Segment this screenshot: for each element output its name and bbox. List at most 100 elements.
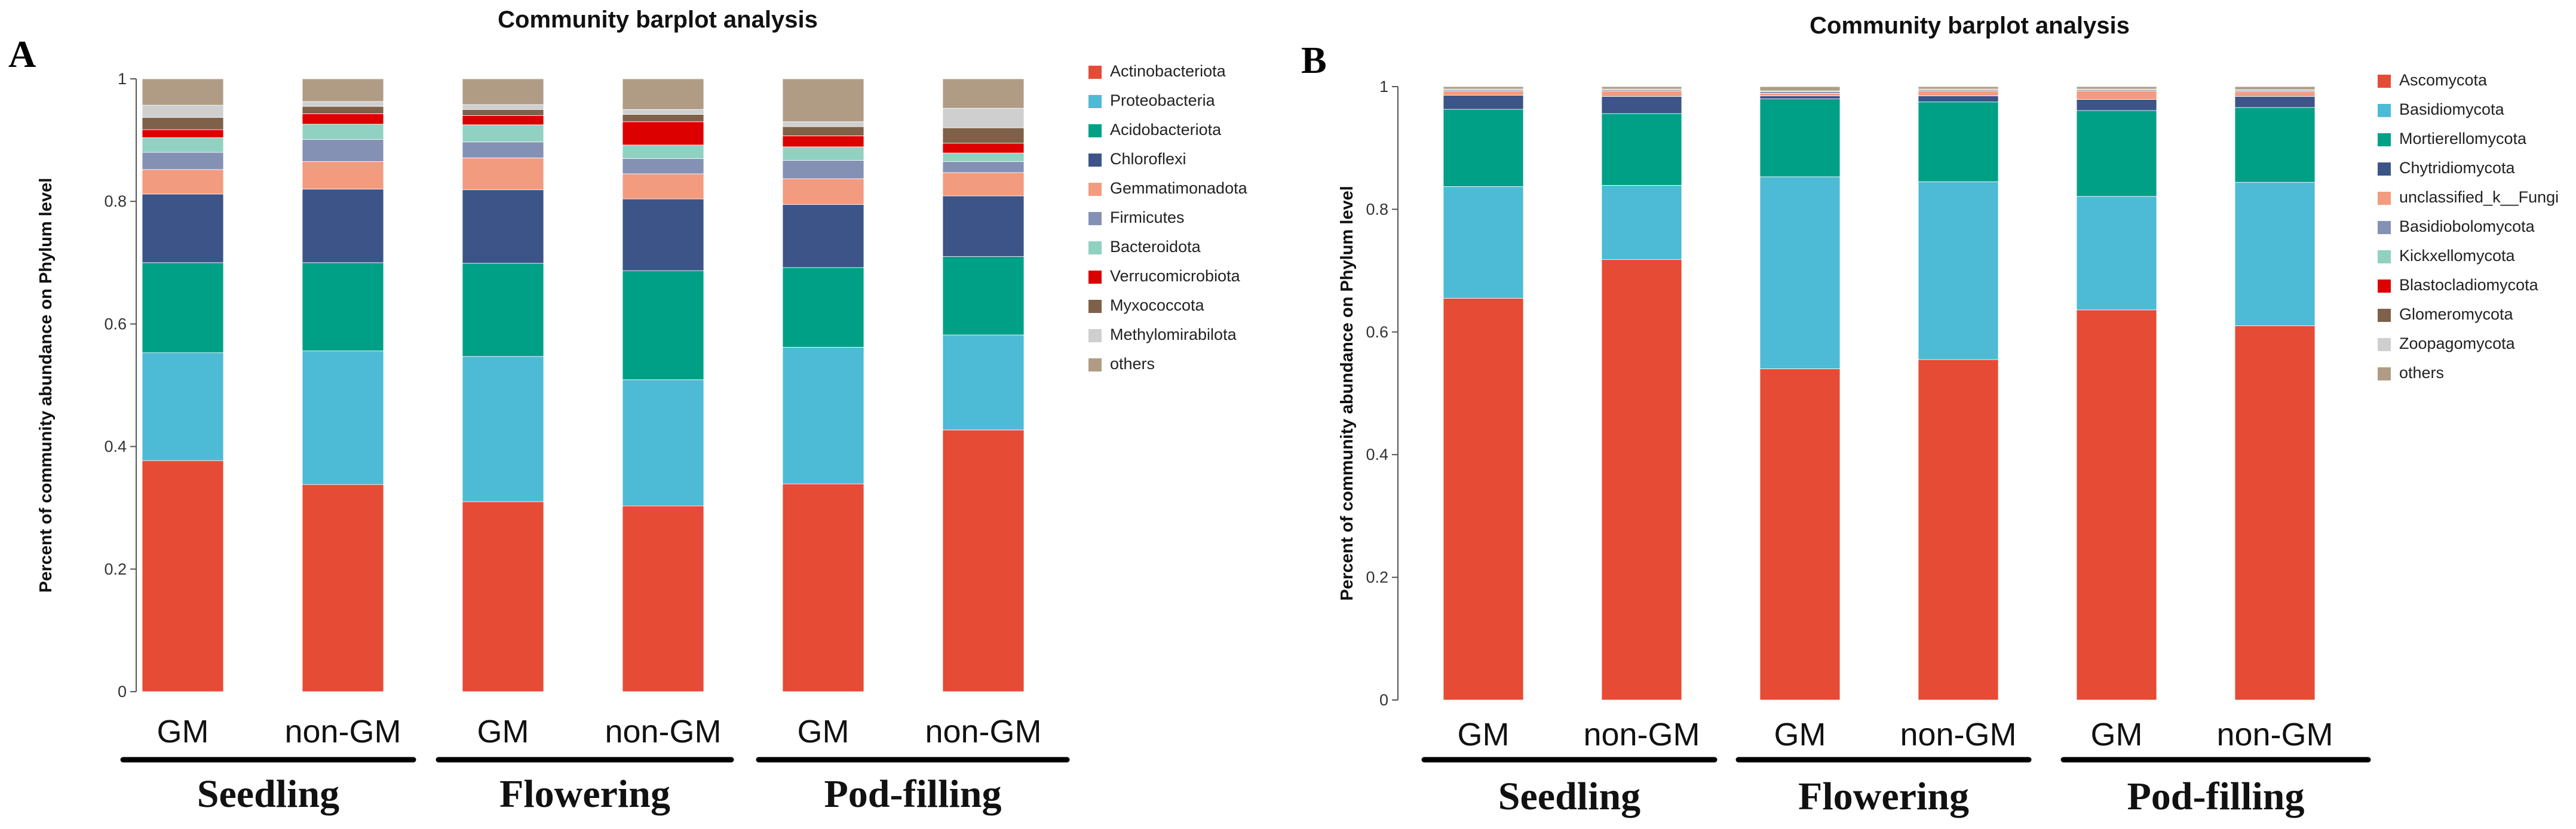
bar-segment-chloroflexi <box>942 195 1025 257</box>
legend-label: Kickxellomycota <box>2399 247 2516 265</box>
bar-segment-mortierellomycota <box>1601 113 1682 186</box>
bar-segment-acidobacteriota <box>462 263 544 357</box>
stage-label: Flowering <box>499 772 670 816</box>
bar-segment-others <box>2234 86 2316 90</box>
bar-segment-actinobacteriota <box>942 429 1025 692</box>
bar-segment-verrucomicrobiota <box>782 136 864 148</box>
bar-segment-firmicutes <box>622 158 704 174</box>
bar-segment-basidiomycota <box>2234 182 2316 326</box>
chart-title: Community barplot analysis <box>1810 13 2130 39</box>
bar-segment-verrucomicrobiota <box>462 115 544 125</box>
stage-label: Pod-filling <box>2127 775 2304 818</box>
bar-segment-myxococcota <box>462 109 544 116</box>
y-tick-label: 0.8 <box>1366 200 1388 218</box>
y-tick-label: 0 <box>118 683 127 701</box>
bar-segment-ascomycota <box>1918 359 1999 701</box>
bar-segment-chytridiomycota <box>1601 96 1682 114</box>
bar-segment-methylomirabilota <box>142 105 224 118</box>
legend-swatch <box>1088 153 1102 167</box>
legend-swatch <box>1088 124 1102 137</box>
legend-label: unclassified_k__Fungi <box>2399 188 2559 206</box>
bar-segment-actinobacteriota <box>782 483 864 692</box>
legend-label: Chytridiomycota <box>2399 159 2516 177</box>
x-category-label: GM <box>2091 717 2143 753</box>
bar-segment-firmicutes <box>142 152 224 170</box>
legend-swatch <box>2378 221 2391 234</box>
bar-segment-acidobacteriota <box>302 262 384 351</box>
legend-label: Myxococcota <box>1110 296 1205 314</box>
bar-segment-basidiomycota <box>1759 176 1841 369</box>
bar-segment-unclassified-k-fungi <box>1918 90 1999 96</box>
bar-segment-chloroflexi <box>622 198 704 271</box>
y-tick-label: 0.6 <box>104 315 127 333</box>
bar-segment-proteobacteria <box>462 356 544 502</box>
bar-segment-verrucomicrobiota <box>942 143 1025 153</box>
bar-segment-ascomycota <box>2076 309 2157 701</box>
bar-segment-bacteroidota <box>142 137 224 153</box>
legend-label: Ascomycota <box>2399 71 2488 89</box>
bar-segment-unclassified-k-fungi <box>1601 90 1682 97</box>
bar-segment-firmicutes <box>302 139 384 162</box>
y-tick-label: 0.6 <box>1366 323 1388 341</box>
bar-segment-methylomirabilota <box>302 101 384 107</box>
bar-segment-acidobacteriota <box>942 256 1025 336</box>
stage-label: Flowering <box>1798 775 1969 818</box>
stage-label: Seedling <box>1498 775 1640 818</box>
bar-segment-chloroflexi <box>302 189 384 263</box>
panel-letter: A <box>8 33 36 75</box>
bar-segment-actinobacteriota <box>462 501 544 692</box>
bar-segment-bacteroidota <box>462 124 544 143</box>
legend-swatch <box>2378 250 2391 263</box>
bar-segment-mortierellomycota <box>1918 102 1999 182</box>
legend-swatch <box>2378 192 2391 205</box>
bar-segment-ascomycota <box>1601 259 1682 701</box>
bar-segment-methylomirabilota <box>622 109 704 115</box>
bar-segment-chytridiomycota <box>1918 96 1999 103</box>
legend-label: Firmicutes <box>1110 208 1185 226</box>
bar-segment-actinobacteriota <box>142 460 224 692</box>
bar-segment-others <box>302 78 384 102</box>
bar-segment-basidiobolomycota <box>1759 91 1841 94</box>
y-tick-label: 1 <box>118 70 127 88</box>
bar-segment-chytridiomycota <box>2076 99 2157 111</box>
bar-segment-gemmatimonadota <box>942 172 1025 196</box>
bar-segment-proteobacteria <box>622 379 704 506</box>
bar-segment-proteobacteria <box>142 352 224 461</box>
bar-segment-basidiomycota <box>1443 186 1524 299</box>
bar-segment-acidobacteriota <box>142 262 224 354</box>
legend-label: Mortierellomycota <box>2399 130 2527 148</box>
x-category-label: GM <box>157 714 209 750</box>
legend-swatch <box>1088 212 1102 225</box>
bar-segment-others <box>622 78 704 110</box>
y-tick-label: 0.4 <box>1366 446 1388 463</box>
x-category-label: GM <box>798 714 850 750</box>
bar-segment-gemmatimonadota <box>142 169 224 195</box>
panel-letter: B <box>1301 39 1327 81</box>
bar-segment-basidiomycota <box>1601 185 1682 260</box>
bar-segment-others <box>782 78 864 122</box>
legend-swatch <box>1088 95 1102 108</box>
x-category-label: non-GM <box>1583 717 1700 753</box>
bar-segment-acidobacteriota <box>622 270 704 380</box>
x-category-label: non-GM <box>605 714 721 750</box>
bar-segment-gemmatimonadota <box>462 157 544 191</box>
legend-label: Bacteroidota <box>1110 238 1201 256</box>
bar-segment-others <box>1443 86 1524 90</box>
bar-segment-methylomirabilota <box>782 121 864 127</box>
bar-segment-mortierellomycota <box>2076 110 2157 197</box>
bar-segment-firmicutes <box>782 160 864 179</box>
bar-segment-others <box>1759 86 1841 91</box>
legend-swatch <box>2378 75 2391 88</box>
bar-segment-others <box>1918 86 1999 90</box>
bar-segment-others <box>942 78 1025 109</box>
bar-segment-others <box>2076 86 2157 90</box>
x-category-label: non-GM <box>284 714 401 750</box>
y-tick-label: 0 <box>1379 691 1388 709</box>
x-category-label: non-GM <box>1900 717 2016 753</box>
bar-segment-unclassified-k-fungi <box>1443 90 1524 96</box>
bar-segment-mortierellomycota <box>1759 99 1841 177</box>
bar-segment-chloroflexi <box>142 194 224 263</box>
bar-segment-verrucomicrobiota <box>142 129 224 138</box>
bar-segment-acidobacteriota <box>782 267 864 348</box>
